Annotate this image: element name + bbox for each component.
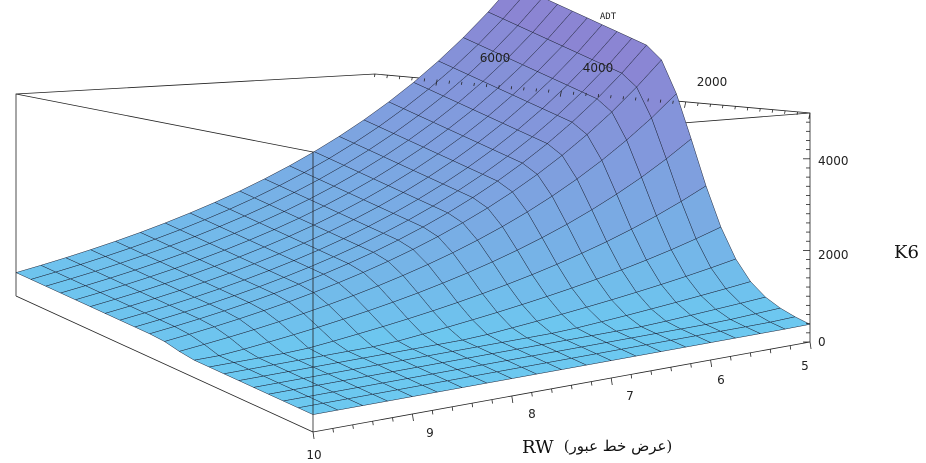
tick-mark bbox=[313, 432, 314, 439]
y-tick-label: 8 bbox=[528, 407, 536, 421]
y-tick-label: 6 bbox=[717, 373, 725, 387]
tick-mark bbox=[373, 421, 374, 425]
tick-mark bbox=[698, 103, 699, 106]
tick-mark bbox=[730, 356, 731, 360]
y-axis-label-arabic: (عرض خط عبور) bbox=[564, 437, 673, 455]
tick-mark bbox=[393, 418, 394, 422]
tick-mark bbox=[399, 76, 400, 79]
tick-mark bbox=[611, 378, 612, 385]
tick-mark bbox=[452, 407, 453, 411]
surface-mesh bbox=[16, 0, 810, 415]
y-tick-label: 10 bbox=[306, 448, 321, 462]
y-axis-label: RW bbox=[522, 437, 554, 458]
x-tick-label: 4000 bbox=[583, 61, 614, 75]
tick-mark bbox=[651, 371, 652, 375]
y-tick-label: 9 bbox=[426, 426, 434, 440]
tick-mark bbox=[750, 353, 751, 357]
tick-mark bbox=[710, 104, 711, 107]
tick-mark bbox=[631, 374, 632, 378]
tick-mark bbox=[685, 102, 686, 108]
tick-mark bbox=[747, 107, 748, 110]
tick-mark bbox=[412, 77, 413, 80]
tick-mark bbox=[691, 364, 692, 368]
z-tick-label: 4000 bbox=[818, 154, 849, 168]
tick-mark bbox=[374, 74, 375, 77]
tick-mark bbox=[790, 346, 791, 350]
tick-mark bbox=[432, 410, 433, 414]
tick-mark bbox=[785, 111, 786, 114]
tick-mark bbox=[797, 112, 798, 115]
tick-mark bbox=[722, 105, 723, 108]
x-tick-label: 6000 bbox=[480, 51, 511, 65]
tick-mark bbox=[512, 396, 513, 403]
tick-mark bbox=[571, 385, 572, 389]
tick-mark bbox=[472, 403, 473, 407]
tick-mark bbox=[552, 389, 553, 393]
x-axis-label: ADT bbox=[600, 12, 617, 22]
tick-mark bbox=[671, 367, 672, 371]
tick-mark bbox=[772, 110, 773, 113]
tick-mark bbox=[735, 106, 736, 109]
tick-mark bbox=[711, 360, 712, 367]
tick-mark bbox=[810, 342, 811, 349]
x-tick-label: 2000 bbox=[697, 75, 728, 89]
tick-mark bbox=[492, 400, 493, 404]
tick-mark bbox=[770, 349, 771, 353]
z-tick-label: 0 bbox=[818, 335, 826, 349]
tick-mark bbox=[760, 109, 761, 112]
z-tick-label: 2000 bbox=[818, 248, 849, 262]
z-axis-label: K6 bbox=[894, 242, 919, 263]
tick-mark bbox=[333, 428, 334, 432]
tick-mark bbox=[412, 414, 413, 421]
tick-mark bbox=[532, 392, 533, 396]
tick-mark bbox=[387, 75, 388, 78]
tick-mark bbox=[353, 425, 354, 429]
tick-mark bbox=[591, 382, 592, 386]
y-tick-label: 5 bbox=[801, 359, 809, 373]
y-tick-label: 7 bbox=[626, 389, 634, 403]
